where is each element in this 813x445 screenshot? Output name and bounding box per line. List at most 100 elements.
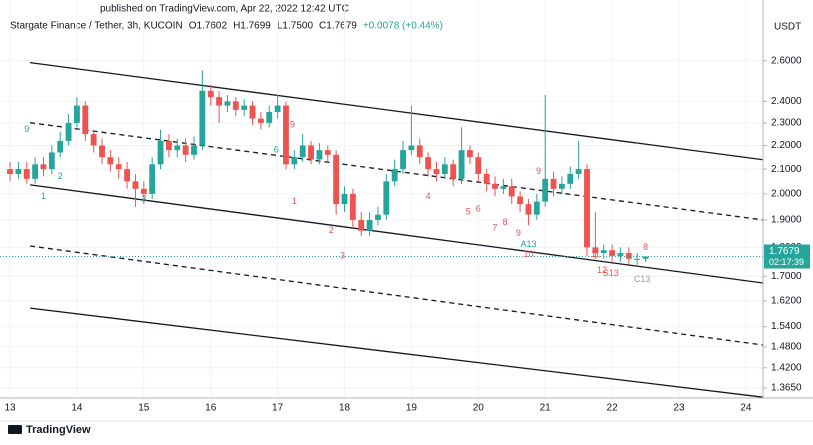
y-tick-label: 1.6200 [771, 296, 802, 307]
published: published on TradingView.com, Apr 22, 20… [100, 4, 349, 15]
candle-body [625, 253, 632, 259]
candle-body [132, 181, 139, 189]
annotation: 1 [292, 196, 297, 206]
candle-body [475, 157, 482, 174]
candle-body [249, 105, 256, 119]
y-tick-label: 2.6000 [771, 55, 802, 66]
candle-body [99, 145, 105, 158]
candle-body [82, 105, 89, 135]
candle-body [366, 219, 373, 231]
candle-body [408, 145, 415, 151]
ohlc-change: +0.0078 (+0.44%) [363, 21, 443, 32]
candle-body [191, 145, 197, 155]
candle-body [107, 157, 114, 165]
candle-body [299, 145, 306, 158]
candle-body [542, 178, 549, 202]
annotation: 6 [274, 145, 279, 155]
candle-body [383, 181, 390, 215]
channel-line [30, 245, 764, 346]
currency: USDT [774, 22, 801, 33]
x-tick-label: 22 [607, 403, 619, 414]
candle-body [600, 250, 607, 254]
candle-body [90, 134, 97, 146]
candle-body [316, 150, 323, 160]
candle-body [157, 140, 164, 165]
x-tick-label: 18 [339, 403, 351, 414]
x-tick-label: 13 [4, 403, 16, 414]
candle-body [391, 169, 398, 182]
annotation: 12 [597, 265, 607, 275]
candle-body [508, 186, 515, 197]
candle-body [458, 150, 465, 179]
candle-body [174, 145, 181, 151]
x-tick-label: 19 [406, 403, 418, 414]
ohlc-low: L1.7500 [277, 21, 314, 32]
y-tick-label: 2.1000 [771, 164, 802, 175]
candle-body [617, 253, 624, 256]
candle-body [232, 101, 239, 110]
x-tick-label: 20 [473, 403, 485, 414]
candle-body [182, 145, 189, 155]
y-tick-label: 2.3000 [771, 118, 802, 129]
x-tick-label: 14 [71, 403, 83, 414]
channel-line [30, 184, 764, 284]
candle-body [57, 140, 64, 153]
annotation: 3 [340, 250, 345, 260]
candle-body [32, 164, 39, 179]
x-tick-label: 23 [673, 403, 685, 414]
last-price-label: 1.7679 [769, 246, 800, 257]
candle-body [642, 256, 649, 259]
annotation: 6 [476, 204, 481, 214]
candle-body [433, 169, 440, 174]
candle-body [500, 186, 507, 189]
y-tick-label: 1.4800 [771, 341, 802, 352]
annotation: S13 [603, 268, 619, 278]
candle-body [207, 90, 214, 98]
annotation: 11 [591, 249, 600, 259]
candle-body [584, 169, 590, 248]
y-tick-label: 1.9000 [771, 215, 802, 226]
candle-body [492, 183, 498, 189]
logo [8, 425, 22, 434]
annotation: 7 [493, 222, 498, 232]
candle-body [149, 164, 156, 194]
y-tick-label: 1.3650 [771, 382, 802, 393]
candle-body [74, 105, 80, 123]
y-tick-label: 2.2000 [771, 140, 802, 151]
annotation: 9 [24, 124, 29, 134]
annotation: 10 [523, 249, 533, 259]
candle-body [375, 214, 381, 220]
candle-body [517, 196, 524, 205]
candle-body [283, 105, 289, 165]
candle-body [40, 164, 47, 170]
candle-body [467, 150, 473, 158]
annotation: 4 [191, 147, 196, 157]
candle-body [15, 169, 22, 174]
annotation: 8 [503, 217, 508, 227]
candle-body [140, 188, 147, 194]
candle-body [592, 247, 599, 254]
candle-body [575, 169, 582, 174]
ohlc-high: H1.7699 [233, 21, 271, 32]
y-tick-label: 2.4000 [771, 96, 802, 107]
annotation: 8 [643, 242, 648, 252]
candle-body [216, 97, 223, 106]
candle-body [333, 154, 340, 205]
candle-body [124, 169, 131, 182]
candle-body [115, 164, 122, 170]
annotation: 9 [516, 228, 521, 238]
x-tick-label: 21 [540, 403, 552, 414]
candle-body [533, 201, 540, 215]
candle-body [341, 193, 348, 205]
candle-body [425, 157, 432, 170]
candle-body [634, 258, 641, 260]
footer-brand: TradingView [26, 424, 91, 436]
annotation: 4 [426, 191, 431, 201]
candle-body [241, 105, 248, 110]
annotation: 5 [200, 124, 205, 134]
ohlc-close: C1.7679 [319, 21, 357, 32]
annotation: A13 [520, 239, 536, 249]
candle-body [441, 164, 448, 174]
annotation: 9 [290, 120, 295, 130]
